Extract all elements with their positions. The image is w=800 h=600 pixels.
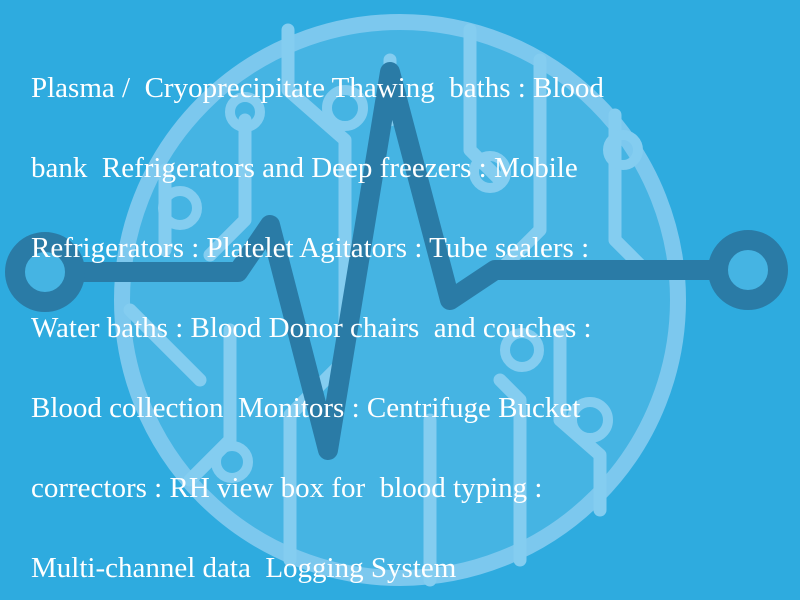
circle-ring — [114, 14, 686, 586]
text-line: correctors : RH view box for blood typin… — [31, 472, 543, 504]
equipment-list-text: Plasma / Cryoprecipitate Thawing baths :… — [31, 48, 791, 600]
text-line: Plasma / Cryoprecipitate Thawing baths :… — [31, 72, 604, 104]
text-line: bank Refrigerators and Deep freezers : M… — [31, 152, 578, 184]
text-line: Multi-channel data Logging System — [31, 552, 457, 584]
text-line: Refrigerators : Platelet Agitators : Tub… — [31, 232, 590, 264]
text-line: Water baths : Blood Donor chairs and cou… — [31, 312, 592, 344]
circuit-nodes — [158, 85, 643, 483]
heartbeat-line — [38, 62, 755, 460]
text-line: Blood collection Monitors : Centrifuge B… — [31, 392, 581, 424]
pulse-end-nodes — [5, 230, 788, 312]
